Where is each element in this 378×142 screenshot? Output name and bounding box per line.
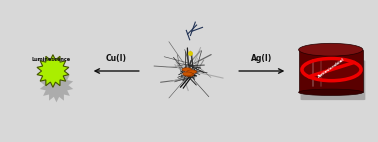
FancyBboxPatch shape	[299, 50, 363, 92]
Text: Antimicrobial: Antimicrobial	[317, 57, 346, 79]
Polygon shape	[40, 68, 73, 102]
Circle shape	[184, 73, 194, 76]
Text: Luminescence: Luminescence	[31, 57, 71, 62]
Polygon shape	[37, 55, 69, 87]
Circle shape	[302, 59, 361, 81]
Circle shape	[187, 70, 197, 74]
Text: Ag(I): Ag(I)	[251, 54, 273, 63]
Ellipse shape	[299, 43, 363, 56]
Ellipse shape	[299, 89, 363, 96]
FancyBboxPatch shape	[301, 60, 365, 100]
Circle shape	[182, 68, 192, 71]
Text: Cu(I): Cu(I)	[106, 54, 127, 63]
Circle shape	[183, 72, 192, 76]
